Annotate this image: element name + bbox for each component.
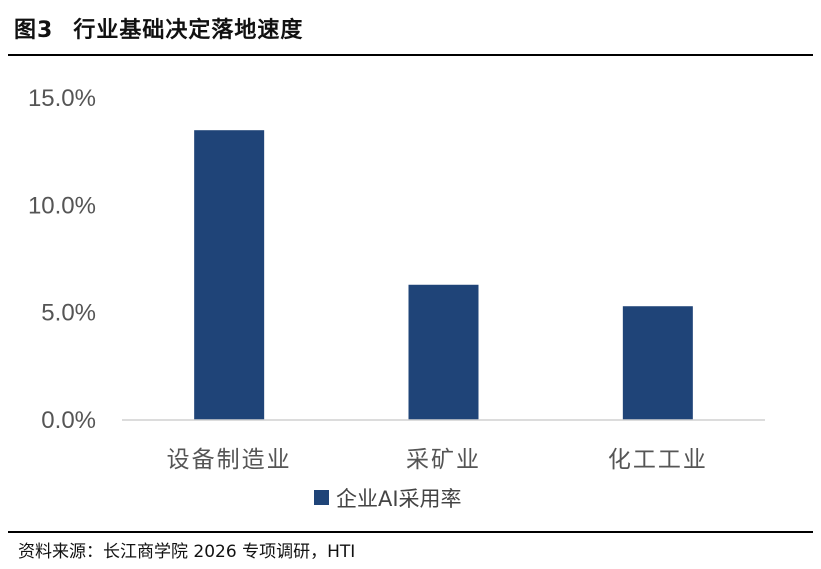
y-tick-label: 10.0% xyxy=(28,192,96,219)
bottom-rule xyxy=(8,531,813,533)
bar xyxy=(408,284,479,420)
source-note: 资料来源：长江商学院 2026 专项调研，HTI xyxy=(18,542,356,562)
top-rule xyxy=(8,54,813,56)
bar xyxy=(622,306,693,420)
figure-title: 行业基础决定落地速度 xyxy=(73,18,304,43)
y-tick-label: 15.0% xyxy=(28,85,96,112)
figure-header: 图3 行业基础决定落地速度 xyxy=(0,0,821,55)
figure-title-row: 图3 行业基础决定落地速度 xyxy=(14,10,303,46)
bar-chart: 0.0% 5.0% 10.0% 15.0% 设备制造业 采矿业 化工工业 企业AI采用率 xyxy=(28,85,765,511)
legend-label: 企业AI采用率 xyxy=(336,487,462,511)
x-tick-label: 采矿业 xyxy=(406,447,481,473)
x-tick-label: 化工工业 xyxy=(608,447,708,473)
bars xyxy=(194,130,693,420)
x-tick-label: 设备制造业 xyxy=(167,447,292,473)
legend-swatch xyxy=(314,490,329,505)
legend: 企业AI采用率 xyxy=(314,487,462,511)
x-axis-labels: 设备制造业 采矿业 化工工业 xyxy=(167,447,708,473)
y-tick-label: 0.0% xyxy=(41,407,96,434)
figure-number: 图3 xyxy=(14,18,54,43)
y-axis-ticks: 0.0% 5.0% 10.0% 15.0% xyxy=(28,85,96,434)
bar xyxy=(194,130,265,420)
y-tick-label: 5.0% xyxy=(41,300,96,327)
